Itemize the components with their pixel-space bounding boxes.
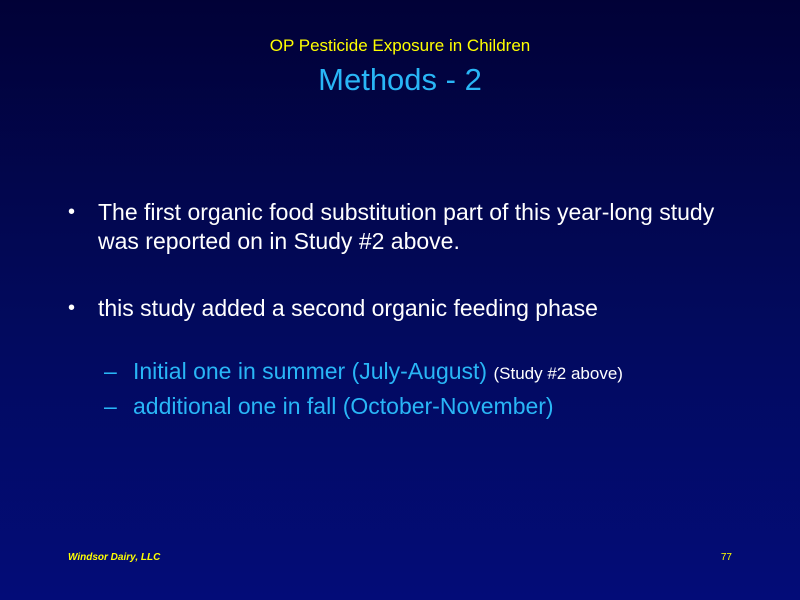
bullet-item-2: • this study added a second organic feed… <box>62 294 742 323</box>
sub-bullet-marker: – <box>104 358 117 384</box>
bullet-marker: • <box>68 297 76 319</box>
slide-title: Methods - 2 <box>318 62 482 97</box>
slide-content: • The first organic food substitution pa… <box>62 198 742 422</box>
sub-bullet-text: additional one in fall (October-November… <box>133 393 554 419</box>
sub-bullet-list: – Initial one in summer (July-August) (S… <box>62 355 742 422</box>
sub-bullet-note: (Study #2 above) <box>493 364 623 383</box>
sub-bullet-item-1: – Initial one in summer (July-August) (S… <box>104 355 742 390</box>
bullet-text: The first organic food substitution part… <box>98 199 715 254</box>
bullet-marker: • <box>68 201 76 223</box>
sub-bullet-text: Initial one in summer (July-August) <box>133 358 488 384</box>
bullet-text: this study added a second organic feedin… <box>98 295 598 321</box>
slide-number: 77 <box>720 552 732 563</box>
sub-bullet-marker: – <box>104 393 117 419</box>
slide-supertitle: OP Pesticide Exposure in Children <box>269 36 531 55</box>
sub-bullet-item-2: – additional one in fall (October-Novemb… <box>104 390 742 422</box>
bullet-item-1: • The first organic food substitution pa… <box>62 198 742 256</box>
footer-company: Windsor Dairy, LLC <box>68 552 161 563</box>
